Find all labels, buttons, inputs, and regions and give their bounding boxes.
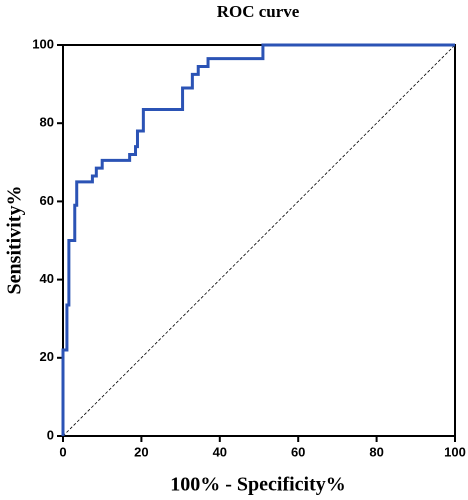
plot-frame bbox=[62, 44, 456, 437]
x-axis-title: 100% - Specificity% bbox=[170, 474, 346, 496]
y-tick-label: 100 bbox=[32, 36, 54, 51]
y-tick-label: 0 bbox=[47, 427, 54, 442]
x-tick-label: 80 bbox=[369, 444, 383, 459]
y-tick-label: 40 bbox=[40, 271, 54, 286]
y-tick-label: 20 bbox=[40, 349, 54, 364]
reference-diagonal bbox=[62, 44, 456, 437]
y-axis-title: Sensitivity% bbox=[4, 186, 26, 295]
x-tick-label: 0 bbox=[59, 444, 66, 459]
roc-line bbox=[61, 43, 455, 436]
x-tick-label: 100 bbox=[444, 444, 466, 459]
x-tick-label: 60 bbox=[291, 444, 305, 459]
chart-title: ROC curve bbox=[217, 2, 300, 21]
y-tick-label: 80 bbox=[40, 115, 54, 130]
x-tick-label: 40 bbox=[213, 444, 227, 459]
y-tick-label: 60 bbox=[40, 193, 54, 208]
x-tick-label: 20 bbox=[134, 444, 148, 459]
